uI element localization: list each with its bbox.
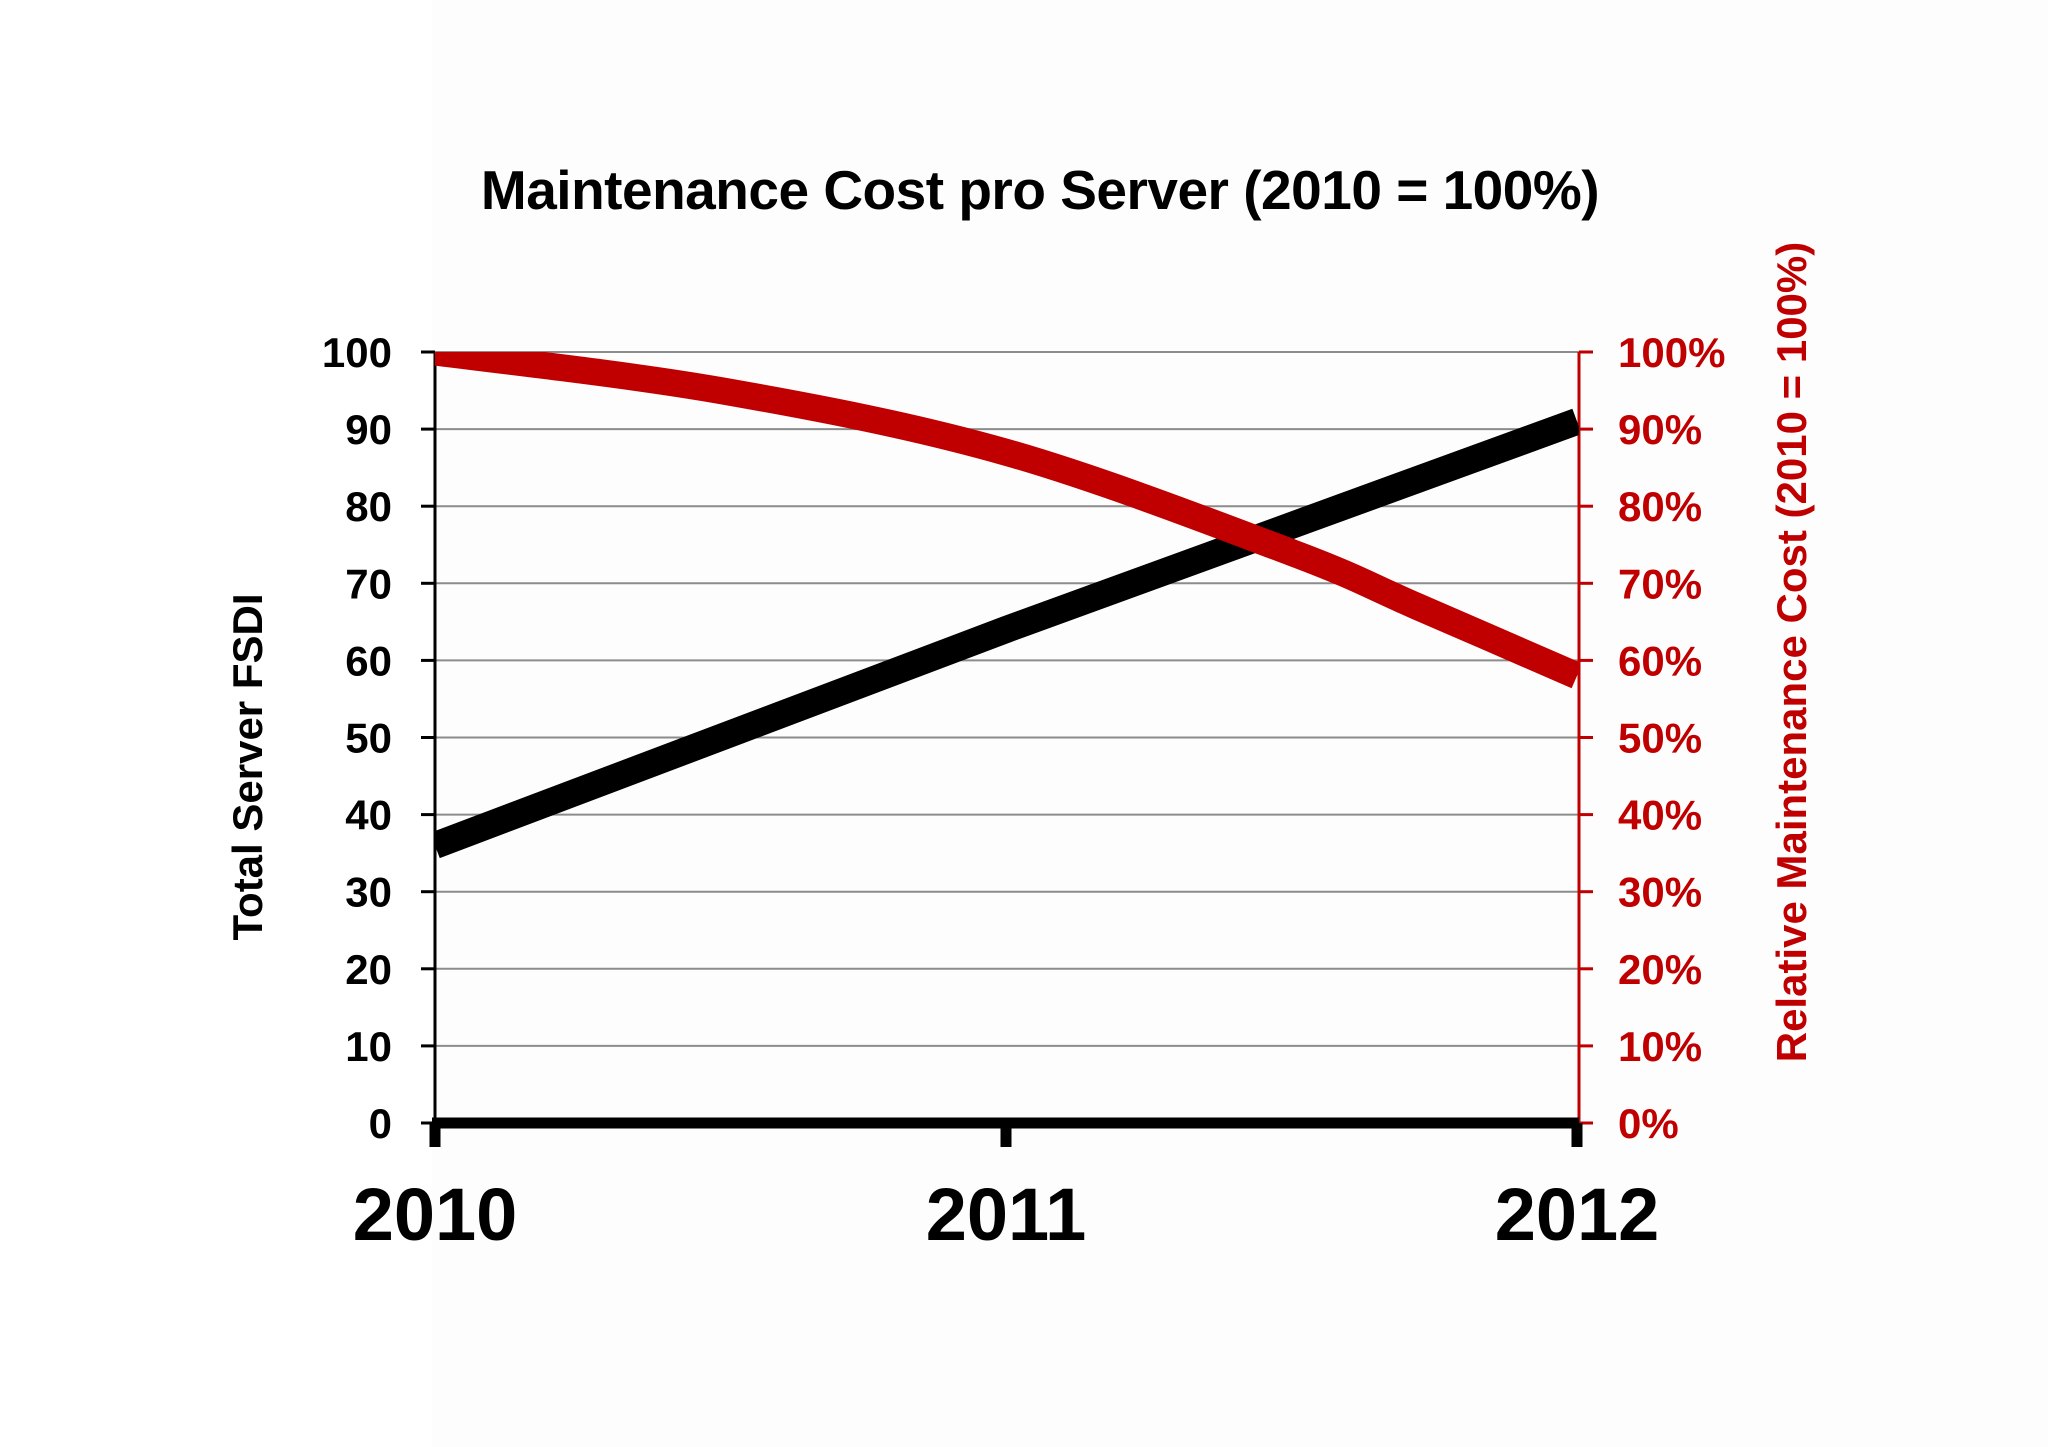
left-tick-label: 50 (345, 715, 392, 762)
left-axis-title: Total Server FSDI (224, 594, 271, 941)
x-tick-label: 2012 (1495, 1173, 1660, 1256)
left-tick-label: 30 (345, 869, 392, 916)
x-tick-label: 2010 (353, 1173, 518, 1256)
left-tick-label: 90 (345, 406, 392, 453)
left-tick-label: 60 (345, 637, 392, 684)
right-tick-label: 100% (1618, 329, 1725, 376)
right-tick-label: 80% (1618, 483, 1702, 530)
left-tick-label: 10 (345, 1023, 392, 1070)
x-axis: 2010 2011 2012 (353, 1117, 1660, 1256)
x-tick-label: 2011 (926, 1173, 1087, 1256)
series-lines (435, 352, 1579, 859)
right-tick-label: 20% (1618, 946, 1702, 993)
plot-background-panel (432, 0, 2048, 1447)
left-y-axis: 0 10 20 30 40 50 60 70 80 90 100 (322, 329, 437, 1147)
left-tick-label: 20 (345, 946, 392, 993)
left-tick-label: 0 (369, 1100, 392, 1147)
right-tick-label: 0% (1618, 1100, 1679, 1147)
right-tick-label: 30% (1618, 869, 1702, 916)
left-tick-label: 80 (345, 483, 392, 530)
left-tick-label: 40 (345, 792, 392, 839)
right-tick-label: 10% (1618, 1023, 1702, 1070)
right-axis-title: Relative Maintenance Cost (2010 = 100%) (1768, 242, 1815, 1063)
right-tick-label: 50% (1618, 715, 1702, 762)
right-tick-label: 90% (1618, 406, 1702, 453)
right-tick-label: 40% (1618, 792, 1702, 839)
series-line-relative-maintenance-cost (435, 352, 1579, 689)
right-tick-label: 70% (1618, 560, 1702, 607)
left-tick-label: 100 (322, 329, 392, 376)
chart-title: Maintenance Cost pro Server (2010 = 100%… (480, 159, 1600, 221)
series-line-total-server-fsdi (435, 408, 1579, 859)
left-tick-label: 70 (345, 560, 392, 607)
right-tick-label: 60% (1618, 637, 1702, 684)
right-y-axis: 0% 10% 20% 30% 40% 50% 60% 70% 80% 90% 100% (1577, 329, 1725, 1147)
